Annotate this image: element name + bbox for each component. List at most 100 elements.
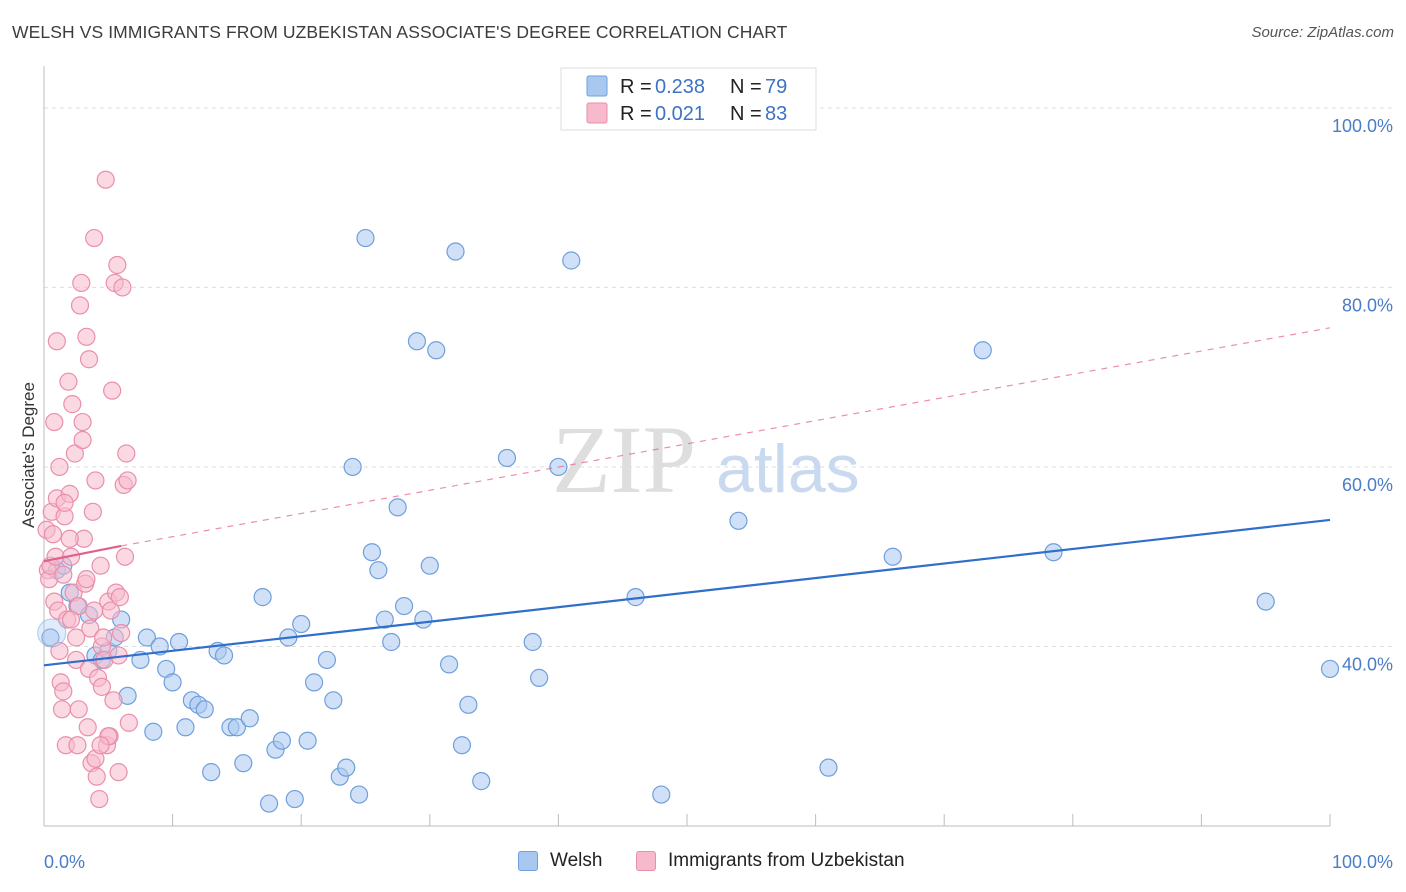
point-uzbek	[59, 372, 78, 391]
point-uzbek	[86, 471, 105, 490]
point-uzbek	[113, 278, 132, 297]
legend-n-value-welsh: 79	[765, 76, 787, 98]
point-welsh	[407, 332, 427, 351]
point-welsh	[137, 628, 156, 647]
point-uzbek	[67, 628, 86, 647]
point-uzbek	[73, 430, 92, 450]
source-label: Source: ZipAtlas.com	[1251, 24, 1394, 41]
point-uzbek	[92, 677, 111, 696]
point-uzbek	[110, 588, 129, 607]
point-welsh	[298, 731, 317, 750]
point-welsh	[369, 561, 388, 580]
point-uzbek	[65, 444, 84, 463]
axis-layer	[43, 66, 1331, 827]
tick-label-layer: 40.0% 60.0% 80.0% 100.0% 0.0% 100.0%	[44, 116, 1393, 872]
point-welsh	[446, 242, 465, 261]
chart-title: WELSH VS IMMIGRANTS FROM UZBEKISTAN ASSO…	[12, 22, 788, 42]
y-axis-label: Associate's Degree	[19, 382, 38, 528]
point-uzbek	[52, 700, 72, 719]
point-welsh	[214, 646, 234, 665]
point-uzbek	[115, 547, 135, 566]
point-welsh	[304, 673, 324, 692]
point-uzbek	[90, 789, 109, 809]
point-welsh	[349, 785, 369, 804]
point-welsh	[394, 596, 414, 616]
legend-n-label-uzbek: N =	[730, 103, 762, 125]
point-uzbek	[91, 736, 110, 755]
point-uzbek	[96, 170, 115, 189]
grid-layer	[44, 107, 1392, 647]
point-uzbek	[104, 691, 123, 710]
point-welsh	[317, 650, 337, 670]
legend-r-value-welsh: 0.238	[655, 76, 705, 98]
point-welsh	[523, 632, 542, 652]
point-uzbek	[69, 700, 88, 719]
point-welsh	[356, 228, 375, 248]
point-welsh	[202, 763, 221, 782]
point-welsh	[973, 341, 992, 360]
point-welsh	[883, 547, 902, 566]
watermark-atlas: atlas	[716, 431, 860, 507]
point-welsh-cluster	[37, 618, 67, 648]
watermark-zip: ZIP	[552, 406, 696, 513]
y-tick-label: 40.0%	[1342, 654, 1393, 674]
point-welsh	[259, 794, 279, 813]
point-uzbek	[61, 610, 81, 629]
point-welsh	[240, 709, 259, 728]
point-welsh	[1320, 659, 1340, 679]
point-welsh	[176, 718, 195, 737]
legend-r-value-uzbek: 0.021	[655, 103, 705, 125]
point-uzbek	[72, 273, 91, 293]
point-uzbek	[54, 565, 73, 584]
point-welsh	[337, 758, 356, 777]
point-welsh	[382, 632, 401, 652]
point-uzbek	[108, 255, 127, 275]
point-welsh	[459, 695, 478, 714]
point-uzbek	[118, 471, 137, 490]
point-welsh	[1256, 592, 1275, 611]
trendline-uzbek	[43, 544, 122, 563]
point-uzbek	[77, 327, 96, 346]
point-welsh	[530, 668, 549, 687]
point-welsh	[497, 448, 517, 468]
correlation-legend: R = 0.238 N = 79 R = 0.021 N = 83	[560, 67, 817, 131]
point-uzbek	[55, 493, 74, 512]
point-uzbek	[43, 525, 63, 544]
point-welsh	[375, 610, 394, 629]
point-uzbek	[50, 457, 69, 477]
point-welsh	[324, 691, 343, 710]
point-welsh	[362, 543, 382, 562]
point-welsh	[427, 341, 446, 360]
point-welsh	[729, 511, 748, 530]
point-uzbek	[91, 556, 110, 575]
legend-swatch-uzbek-bottom	[636, 851, 656, 871]
watermark: ZIP atlas	[552, 406, 860, 513]
point-uzbek	[63, 395, 82, 414]
legend-r-label-uzbek: R =	[620, 103, 652, 125]
point-welsh	[144, 722, 163, 741]
point-layer	[37, 170, 1340, 813]
point-welsh	[234, 754, 253, 773]
point-welsh	[652, 785, 671, 804]
point-uzbek	[79, 350, 99, 369]
point-welsh	[343, 457, 362, 477]
point-uzbek	[119, 713, 138, 732]
point-uzbek	[117, 444, 136, 463]
point-uzbek	[60, 529, 79, 548]
point-welsh	[819, 758, 838, 777]
legend-item-welsh: Welsh	[518, 850, 602, 872]
trend-layer	[43, 327, 1331, 667]
point-welsh	[41, 628, 60, 647]
point-uzbek	[103, 381, 122, 400]
point-welsh	[285, 789, 304, 809]
point-uzbek	[45, 412, 64, 432]
legend-r-label-welsh: R =	[620, 76, 652, 98]
point-uzbek	[83, 502, 102, 521]
point-uzbek	[87, 767, 106, 786]
point-welsh	[414, 610, 433, 629]
point-uzbek	[94, 628, 113, 647]
point-welsh	[388, 498, 407, 517]
point-uzbek	[109, 763, 128, 782]
point-welsh	[227, 718, 246, 737]
